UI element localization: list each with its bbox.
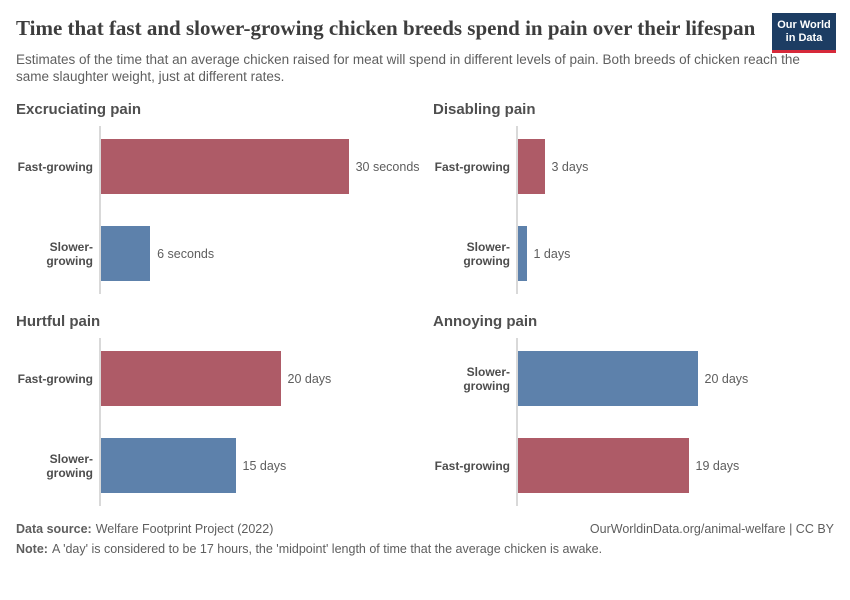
category-label: Slower-growing bbox=[463, 239, 510, 268]
plot-area: Fast-growing 20 days Slower-growing 15 days bbox=[16, 338, 433, 506]
value-label: 6 seconds bbox=[157, 246, 215, 261]
panel-disabling-pain: Disabling pain Fast-growing 3 days Slower-g… bbox=[433, 101, 850, 294]
bar-fast-growing bbox=[100, 139, 349, 194]
bar-slower-growing bbox=[517, 226, 527, 281]
value-label: 30 seconds bbox=[355, 159, 420, 174]
footer-note: Note: A 'day' is considered to be 17 hour… bbox=[16, 539, 834, 559]
bar-row-slower-growing: Slower-growing 6 seconds bbox=[16, 226, 433, 281]
plot-area: Fast-growing 3 days Slower-growing 1 days bbox=[433, 126, 850, 294]
data-source-text: Welfare Footprint Project (2022) bbox=[95, 522, 274, 536]
footer: Data source: Welfare Footprint Project (2… bbox=[16, 519, 834, 559]
panel-title: Hurtful pain bbox=[16, 313, 101, 330]
value-label: 3 days bbox=[551, 159, 589, 174]
credit-line: OurWorldinData.org/animal-welfare | CC B… bbox=[589, 522, 834, 536]
y-axis-line bbox=[99, 126, 101, 294]
bar-slower-growing bbox=[100, 226, 151, 281]
bar-row-slower-growing: Slower-growing 15 days bbox=[16, 438, 433, 493]
y-axis-line bbox=[516, 338, 518, 506]
bar-row-fast-growing: Fast-growing 3 days bbox=[433, 139, 850, 194]
y-axis-line bbox=[99, 338, 101, 506]
bar-track: 6 seconds bbox=[99, 226, 433, 281]
bar-track: 3 days bbox=[516, 139, 850, 194]
logo-line1: Our World bbox=[777, 18, 831, 31]
value-label: 15 days bbox=[242, 458, 287, 473]
bar-slower-growing bbox=[100, 438, 236, 493]
value-label: 1 days bbox=[533, 246, 571, 261]
bar-track: 20 days bbox=[99, 351, 433, 406]
charts-grid: Excruciating pain Fast-growing 30 seconds S… bbox=[16, 101, 834, 506]
bar-fast-growing bbox=[517, 438, 689, 493]
value-label: 20 days bbox=[704, 371, 749, 386]
category-label: Slower-growing bbox=[46, 451, 93, 480]
bar-track: 19 days bbox=[516, 438, 850, 493]
category-label: Fast-growing bbox=[17, 159, 93, 174]
bar-row-fast-growing: Fast-growing 20 days bbox=[16, 351, 433, 406]
bar-row-fast-growing: Fast-growing 30 seconds bbox=[16, 139, 433, 194]
panel-title: Disabling pain bbox=[433, 101, 536, 118]
page-subtitle: Estimates of the time that an average ch… bbox=[16, 52, 800, 84]
bar-track: 20 days bbox=[516, 351, 850, 406]
category-label: Fast-growing bbox=[17, 371, 93, 386]
panel-annoying-pain: Annoying pain Slower-growing 20 days Fast-g… bbox=[433, 313, 850, 506]
page-title: Time that fast and slower-growing chicke… bbox=[16, 16, 756, 40]
y-axis-line bbox=[516, 126, 518, 294]
owid-logo: Our World in Data bbox=[772, 13, 836, 53]
data-source-label: Data source: bbox=[16, 522, 92, 536]
panel-title: Annoying pain bbox=[433, 313, 538, 330]
bar-row-fast-growing: Fast-growing 19 days bbox=[433, 438, 850, 493]
plot-area: Slower-growing 20 days Fast-growing 19 days bbox=[433, 338, 850, 506]
bar-fast-growing bbox=[517, 139, 545, 194]
category-label: Fast-growing bbox=[434, 159, 510, 174]
bar-slower-growing bbox=[517, 351, 698, 406]
bar-track: 15 days bbox=[99, 438, 433, 493]
bar-fast-growing bbox=[100, 351, 281, 406]
bar-track: 30 seconds bbox=[99, 139, 433, 194]
note-label: Note: bbox=[16, 542, 48, 556]
panel-excruciating-pain: Excruciating pain Fast-growing 30 seconds S… bbox=[16, 101, 433, 294]
value-label: 19 days bbox=[695, 458, 740, 473]
footer-source-row: Data source: Welfare Footprint Project (2… bbox=[16, 519, 834, 539]
value-label: 20 days bbox=[287, 371, 332, 386]
panel-hurtful-pain: Hurtful pain Fast-growing 20 days Slower-gr… bbox=[16, 313, 433, 506]
category-label: Slower-growing bbox=[463, 364, 510, 393]
note-text: A 'day' is considered to be 17 hours, th… bbox=[51, 542, 603, 556]
bar-row-slower-growing: Slower-growing 1 days bbox=[433, 226, 850, 281]
category-label: Fast-growing bbox=[434, 458, 510, 473]
plot-area: Fast-growing 30 seconds Slower-growing 6 se… bbox=[16, 126, 433, 294]
bar-row-slower-growing: Slower-growing 20 days bbox=[433, 351, 850, 406]
category-label: Slower-growing bbox=[46, 239, 93, 268]
bar-track: 1 days bbox=[516, 226, 850, 281]
panel-title: Excruciating pain bbox=[16, 101, 142, 118]
logo-line2: in Data bbox=[785, 31, 823, 44]
data-source: Data source: Welfare Footprint Project (2… bbox=[16, 519, 273, 539]
